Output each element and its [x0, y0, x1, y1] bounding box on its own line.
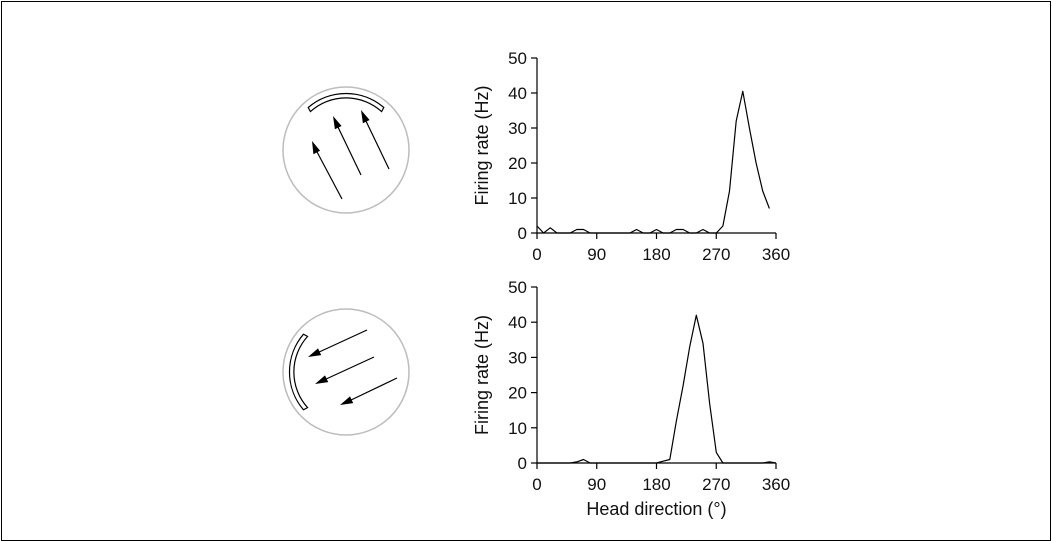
x-tick-label: 180: [642, 245, 670, 264]
x-tick-label: 90: [587, 475, 606, 494]
arena-diagram-bottom: [282, 308, 410, 436]
y-tick-label: 20: [508, 384, 527, 403]
y-axis-label: Firing rate (Hz): [472, 85, 492, 205]
arrow-bottom-3: [340, 377, 398, 405]
arena-circle-bottom: [282, 308, 410, 436]
x-tick-label: 360: [762, 245, 790, 264]
cue-card-bottom: [288, 333, 309, 411]
y-tick-label: 20: [508, 154, 527, 173]
arrow-bottom-2: [315, 356, 375, 384]
y-axis-label: Firing rate (Hz): [472, 315, 492, 435]
cue-card-top: [307, 92, 385, 113]
arrow-top-1: [312, 141, 343, 200]
x-tick-label: 270: [702, 245, 730, 264]
x-tick-label: 360: [762, 475, 790, 494]
series-line: [536, 90, 770, 234]
y-tick-label: 40: [508, 313, 527, 332]
y-tick-label: 10: [508, 419, 527, 438]
x-tick-label: 90: [587, 245, 606, 264]
series-line: [537, 314, 777, 464]
arrow-top-2: [333, 116, 362, 176]
y-tick-label: 0: [518, 454, 527, 473]
arena-diagram-top: [282, 86, 410, 214]
arrow-bottom-1: [308, 329, 368, 357]
x-tick-label: 180: [642, 475, 670, 494]
chart-top: 0 10 20 30 40 50 0 90 180 270 360 Firing rate (Hz): [472, 49, 790, 264]
x-tick-label: 0: [532, 475, 541, 494]
y-tick-label: 50: [508, 278, 527, 297]
arrow-top-3: [361, 110, 390, 170]
x-axis-label: Head direction (°): [586, 499, 726, 519]
chart-bottom: 0 10 20 30 40 50 0 90 180 270 360 Firing rate (Hz) H…: [472, 278, 790, 519]
y-tick-label: 40: [508, 84, 527, 103]
x-tick-label: 0: [532, 245, 541, 264]
y-tick-label: 30: [508, 119, 527, 138]
arena-circle-top: [282, 86, 410, 214]
x-tick-label: 270: [702, 475, 730, 494]
y-tick-label: 10: [508, 189, 527, 208]
y-tick-label: 50: [508, 49, 527, 68]
y-tick-label: 30: [508, 348, 527, 367]
y-tick-label: 0: [518, 224, 527, 243]
